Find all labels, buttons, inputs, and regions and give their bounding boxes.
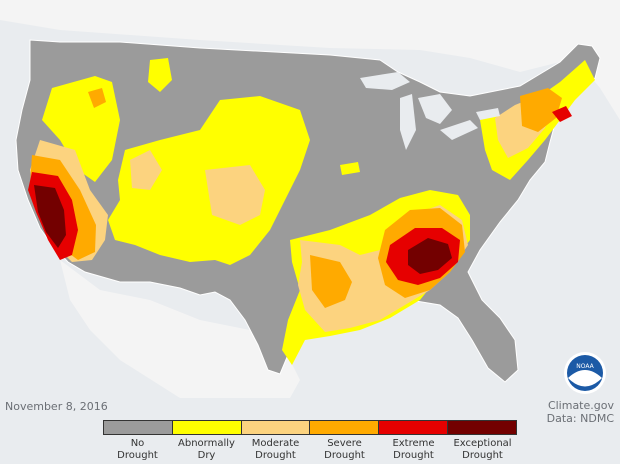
legend-label-line1: Severe bbox=[327, 438, 362, 449]
legend-label-line1: Moderate bbox=[251, 438, 300, 449]
map-canvas: NOAA bbox=[0, 0, 620, 398]
legend-label-line2: Drought bbox=[255, 450, 296, 461]
credit-source: Climate.gov bbox=[547, 399, 614, 412]
legend-label-line1: Abnormally bbox=[178, 438, 235, 449]
legend-swatch bbox=[309, 421, 379, 434]
canada-land bbox=[0, 0, 620, 120]
legend-label: Severe Drought bbox=[310, 438, 379, 462]
drought-map: NOAA bbox=[0, 0, 620, 398]
legend-label: No Drought bbox=[103, 438, 172, 462]
legend-label: Abnormally Dry bbox=[172, 438, 241, 462]
legend-label-line1: Exceptional bbox=[453, 438, 512, 449]
noaa-logo: NOAA bbox=[564, 352, 606, 394]
legend-label-line2: Drought bbox=[462, 450, 503, 461]
map-date: November 8, 2016 bbox=[5, 400, 108, 413]
exceptional-drought-areas bbox=[34, 185, 452, 274]
legend-labels: No Drought Abnormally Dry Moderate Drought Sev… bbox=[103, 438, 517, 462]
legend-swatch bbox=[104, 421, 172, 434]
legend-label-line2: Drought bbox=[324, 450, 365, 461]
legend-label: Moderate Drought bbox=[241, 438, 310, 462]
legend-label: Exceptional Drought bbox=[448, 438, 517, 462]
mexico-land bbox=[60, 260, 300, 398]
legend-swatch bbox=[378, 421, 448, 434]
legend-bar bbox=[103, 420, 517, 435]
legend-label-line2: Drought bbox=[393, 450, 434, 461]
legend-label-line1: Extreme bbox=[392, 438, 435, 449]
noaa-logo-text: NOAA bbox=[576, 363, 594, 370]
legend-label-line2: Drought bbox=[117, 450, 158, 461]
legend-label-line2: Dry bbox=[197, 450, 216, 461]
legend-swatch bbox=[171, 421, 241, 434]
great-lakes bbox=[360, 72, 500, 150]
legend-swatch bbox=[447, 421, 516, 434]
legend-label-line1: No bbox=[130, 438, 145, 449]
legend-label: Extreme Drought bbox=[379, 438, 448, 462]
legend-swatch bbox=[240, 421, 310, 434]
credit-data: Data: NDMC bbox=[546, 412, 614, 425]
map-credit: Climate.gov Data: NDMC bbox=[547, 399, 614, 425]
